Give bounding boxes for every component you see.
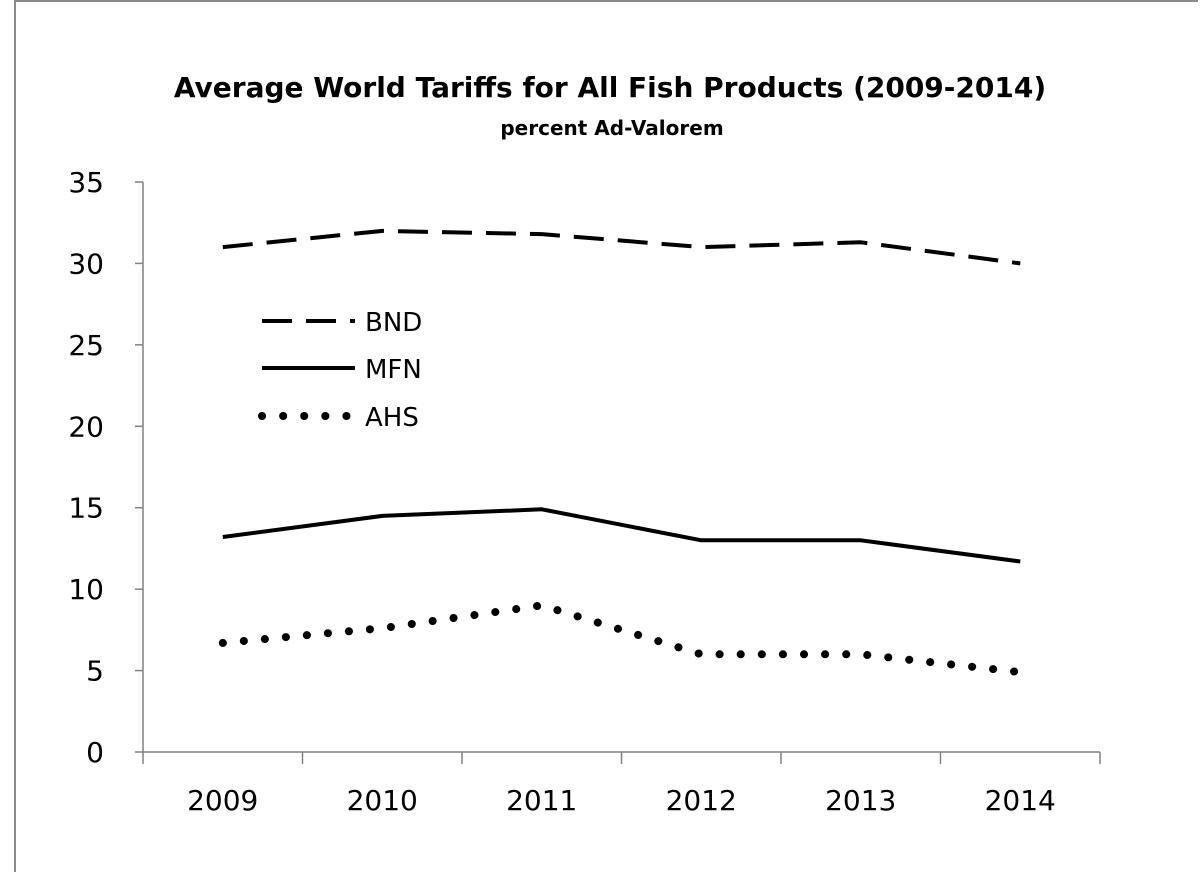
legend-label-ahs: AHS <box>365 403 419 433</box>
chart-title: Average World Tariffs for All Fish Produ… <box>174 71 1046 104</box>
y-tick-label: 20 <box>68 410 104 443</box>
series-line-bnd <box>222 228 1021 266</box>
x-tick-label: 2012 <box>666 784 737 817</box>
legend: BND MFN AHS <box>258 308 422 433</box>
x-tick-label: 2009 <box>187 784 258 817</box>
x-tick-label: 2011 <box>506 784 577 817</box>
y-tick-label: 0 <box>86 736 104 769</box>
y-tick-label: 5 <box>86 655 104 688</box>
legend-label-bnd: BND <box>365 308 422 338</box>
series-line-mfn <box>222 507 1021 564</box>
x-tick-label: 2010 <box>347 784 418 817</box>
series-layer <box>218 228 1025 677</box>
series-line-ahs <box>218 601 1025 677</box>
chart-subtitle: percent Ad-Valorem <box>500 116 723 140</box>
y-tick-label: 15 <box>68 492 104 525</box>
y-tick-label: 10 <box>68 573 104 606</box>
x-tick-label: 2014 <box>985 784 1056 817</box>
y-tick-label: 25 <box>68 329 104 362</box>
y-tick-label: 35 <box>68 166 104 199</box>
x-tick-label: 2013 <box>825 784 896 817</box>
y-tick-label: 30 <box>68 247 104 280</box>
legend-label-mfn: MFN <box>365 355 422 385</box>
axes: 0 5 10 15 20 25 30 35 2009 2010 2011 2012 2013 2014 <box>68 166 1101 817</box>
chart-frame <box>14 0 1198 872</box>
